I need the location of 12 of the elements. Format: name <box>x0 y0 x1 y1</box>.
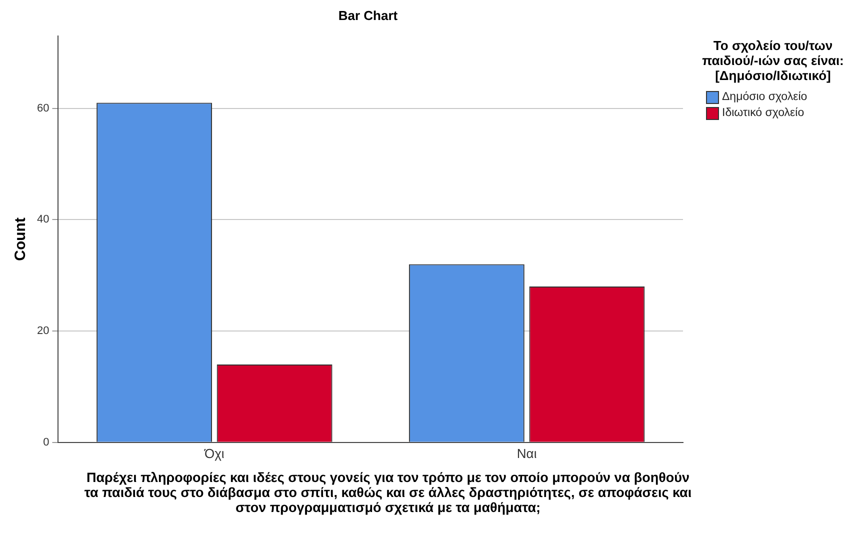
x-tick-label: Όχι <box>204 446 224 461</box>
y-tick-label: 20 <box>36 325 50 338</box>
y-tick-label: 40 <box>36 214 50 226</box>
legend-label: Δημόσιο σχολείο <box>722 91 808 103</box>
y-tick-label: 60 <box>36 102 50 114</box>
y-tick-label: 0 <box>43 436 50 448</box>
chart-title: Bar Chart <box>337 8 399 23</box>
x-tick-label: Ναι <box>516 446 537 461</box>
y-axis-title: Count <box>12 218 30 261</box>
legend-label: Ιδιωτικό σχολείο <box>722 107 804 119</box>
x-axis-title: Παρέχει πληροφορίες και ιδέες στους γονείς για τον τρόπο με τον οποίο μπορούν να βοηθούν τα παιδιά τους στο διάβασμα στο σπίτι, καθώς και σε άλλες δραστηριότητες, σε αποφάσεις και στον προγραμματισμό σχετικά με τα μαθήματα; <box>83 470 693 515</box>
legend-title: Το σχολείο του/των παιδιού/-ιών σας είναι: [Δημόσιο/Ιδιωτικό] <box>701 38 845 83</box>
